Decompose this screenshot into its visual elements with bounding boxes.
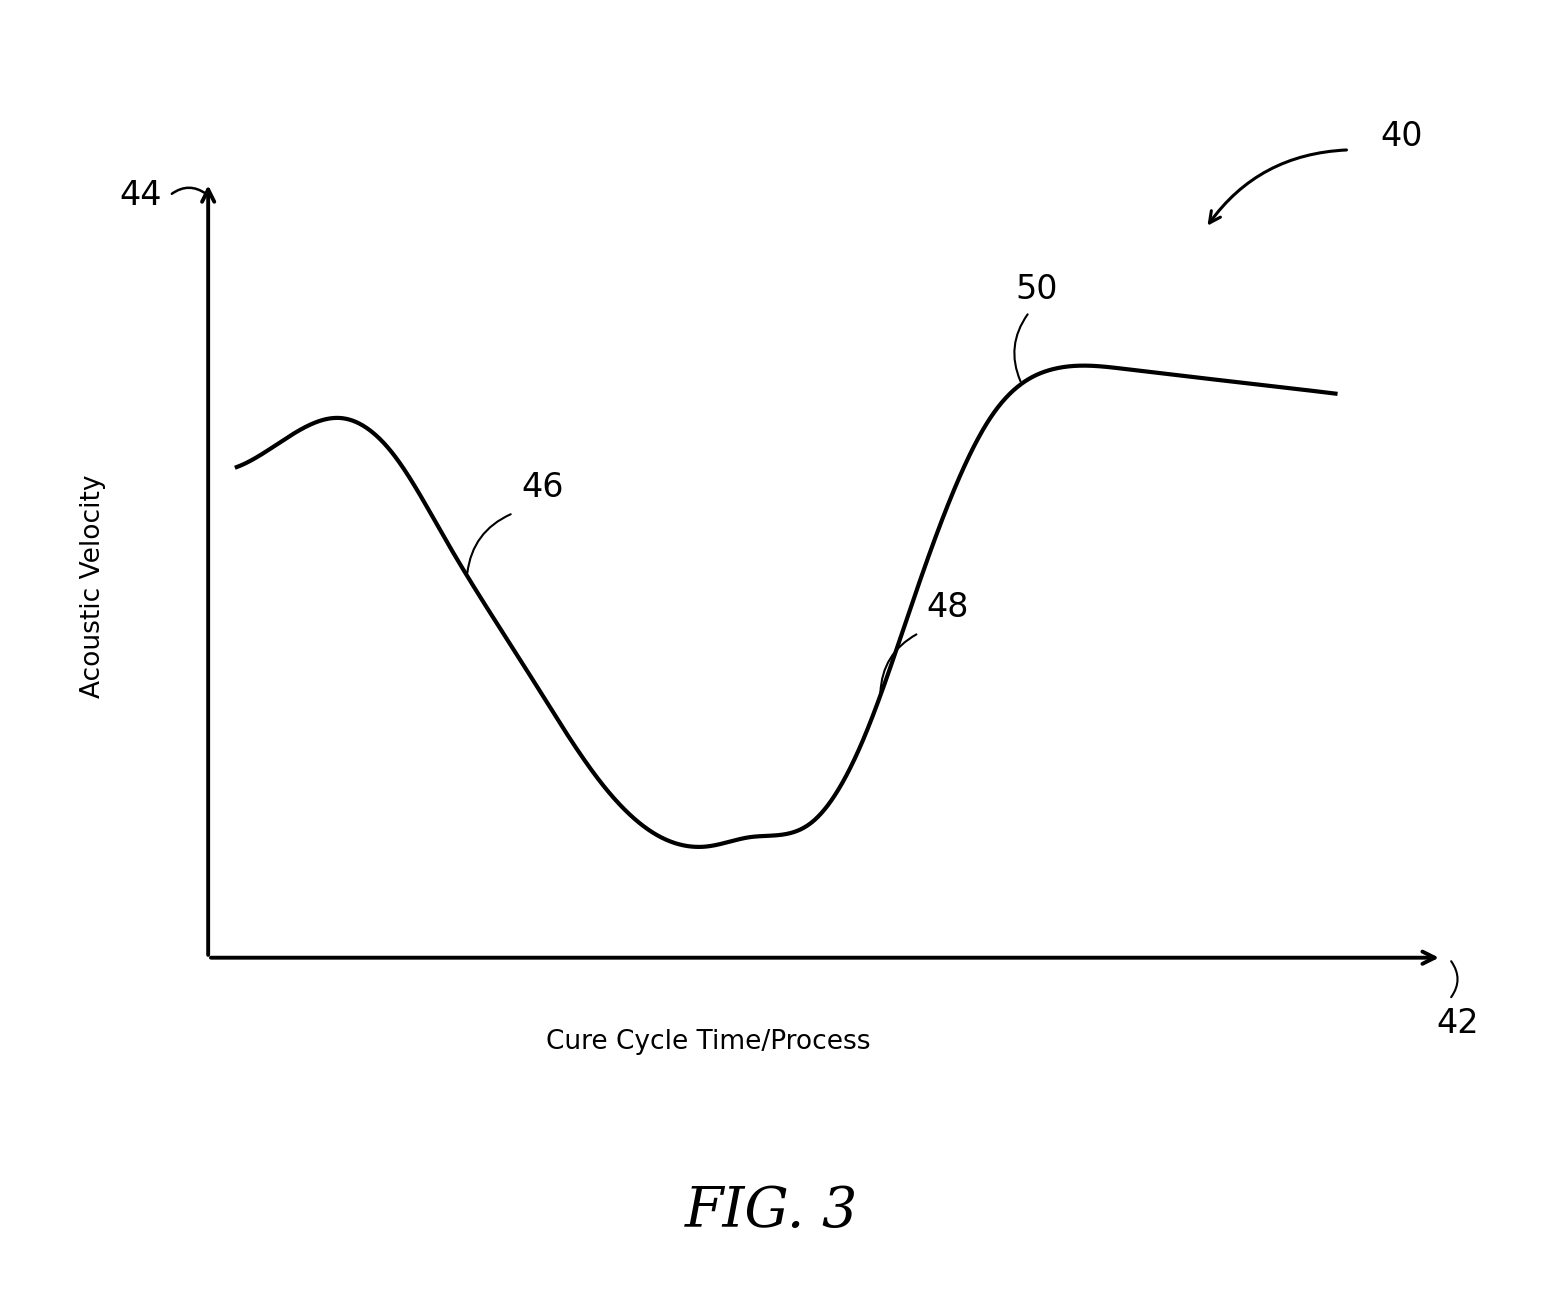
Text: 40: 40 bbox=[1380, 120, 1423, 154]
Text: Acoustic Velocity: Acoustic Velocity bbox=[80, 474, 105, 698]
Text: 42: 42 bbox=[1436, 1007, 1479, 1040]
Text: 46: 46 bbox=[521, 470, 563, 504]
Text: FIG. 3: FIG. 3 bbox=[685, 1184, 857, 1239]
Text: 48: 48 bbox=[927, 592, 968, 624]
Text: 44: 44 bbox=[119, 179, 162, 212]
Text: Cure Cycle Time/Process: Cure Cycle Time/Process bbox=[546, 1029, 870, 1055]
Text: 50: 50 bbox=[1016, 272, 1058, 305]
